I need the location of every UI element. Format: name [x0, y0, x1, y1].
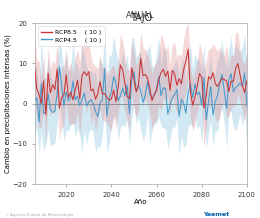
Legend: RCP8.5    ( 10 ), RCP4.5    ( 10 ): RCP8.5 ( 10 ), RCP4.5 ( 10 ) [38, 26, 105, 46]
Text: © Agencia Estatal de Meteorología: © Agencia Estatal de Meteorología [5, 213, 74, 217]
X-axis label: Año: Año [134, 199, 147, 205]
Text: ANUAL: ANUAL [126, 11, 155, 20]
Y-axis label: Cambio en precipitaciones intensas (%): Cambio en precipitaciones intensas (%) [4, 34, 11, 173]
Title: TAJO: TAJO [129, 13, 152, 23]
Text: Yaemet: Yaemet [203, 212, 229, 217]
